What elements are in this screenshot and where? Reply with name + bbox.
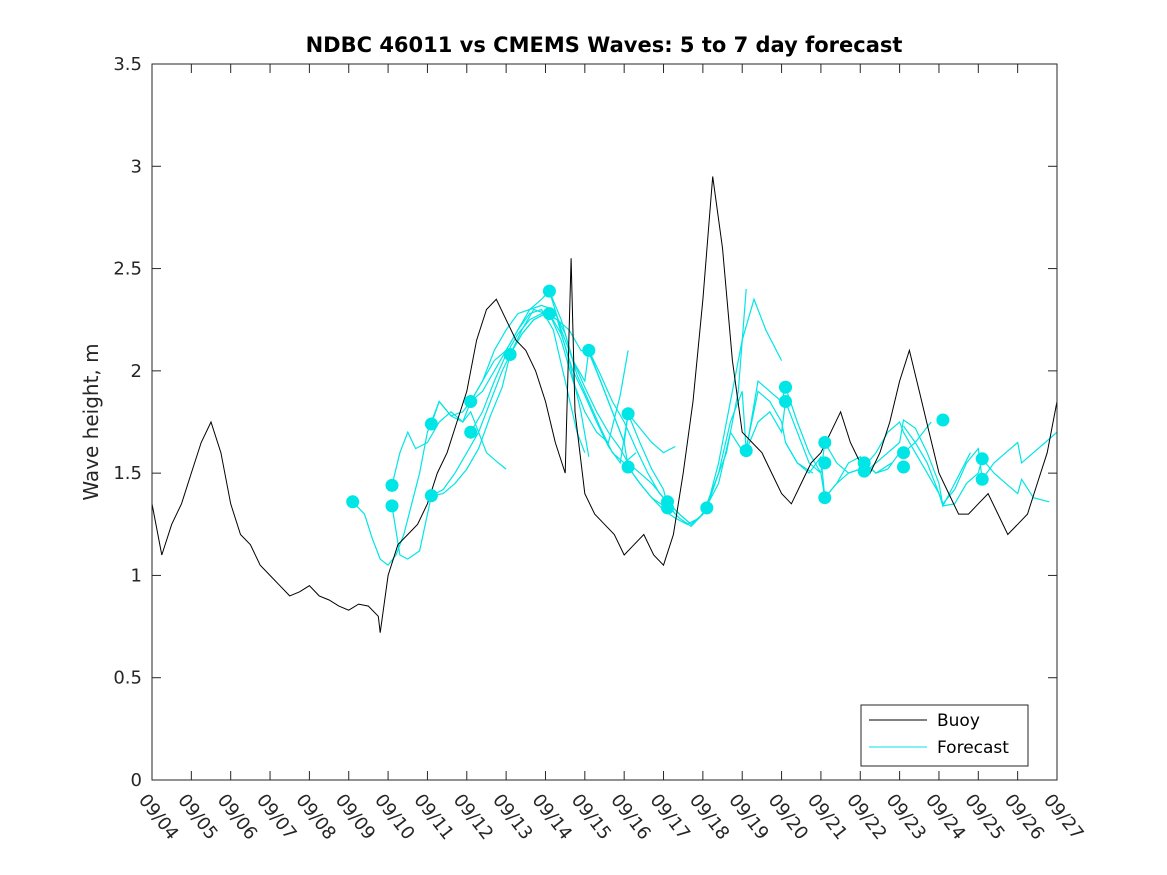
forecast-point <box>621 460 635 474</box>
y-tick-label: 2.5 <box>113 259 142 280</box>
forecast-point <box>975 472 989 486</box>
chart-title: NDBC 46011 vs CMEMS Waves: 5 to 7 day fo… <box>306 33 903 57</box>
plot-area <box>152 64 1057 780</box>
y-tick-label: 0 <box>131 770 142 791</box>
forecast-point <box>424 489 438 503</box>
forecast-point <box>464 395 478 408</box>
forecast-line-15 <box>863 420 1050 507</box>
legend-box <box>860 704 1029 767</box>
forecast-point <box>503 348 517 361</box>
y-tick-label: 1.5 <box>113 463 142 484</box>
forecast-point <box>818 436 832 449</box>
forecast-point <box>621 407 635 421</box>
forecast-point <box>542 284 556 298</box>
buoy-line <box>151 176 1058 633</box>
forecast-line-1 <box>352 400 507 567</box>
forecast-line-10 <box>588 297 783 528</box>
forecast-point <box>818 456 832 470</box>
y-tick-label: 3 <box>131 156 142 177</box>
forecast-point <box>897 460 910 474</box>
forecast-point <box>818 491 832 505</box>
forecast-line-14 <box>784 418 971 508</box>
forecast-point <box>897 446 910 460</box>
forecast-point <box>857 464 871 478</box>
forecast-point <box>779 380 792 394</box>
forecast-point <box>936 413 950 427</box>
y-tick-label: 0.5 <box>113 668 142 689</box>
forecast-points <box>346 284 989 515</box>
forecast-point <box>346 495 360 509</box>
forecast-point <box>582 343 596 357</box>
forecast-point <box>424 417 438 431</box>
forecast-point <box>739 444 753 458</box>
forecast-point <box>700 501 714 515</box>
axes-box <box>151 63 1058 781</box>
y-tick-label: 2 <box>131 361 142 382</box>
legend-forecast-label: Forecast <box>937 738 1009 758</box>
forecast-line-12 <box>706 379 893 509</box>
legend-buoy-label: Buoy <box>937 711 980 731</box>
y-tick-label: 3.5 <box>113 54 142 75</box>
y-tick-label: 1 <box>131 565 142 586</box>
y-axis-label: Wave height, m <box>79 343 103 500</box>
forecast-point <box>779 395 792 408</box>
legend: Buoy Forecast <box>860 704 1029 767</box>
forecast-point <box>542 307 556 321</box>
forecast-point <box>464 425 478 439</box>
forecast-point <box>385 478 399 492</box>
forecast-point <box>975 452 989 466</box>
forecast-point <box>385 499 399 513</box>
forecast-point <box>661 501 674 515</box>
